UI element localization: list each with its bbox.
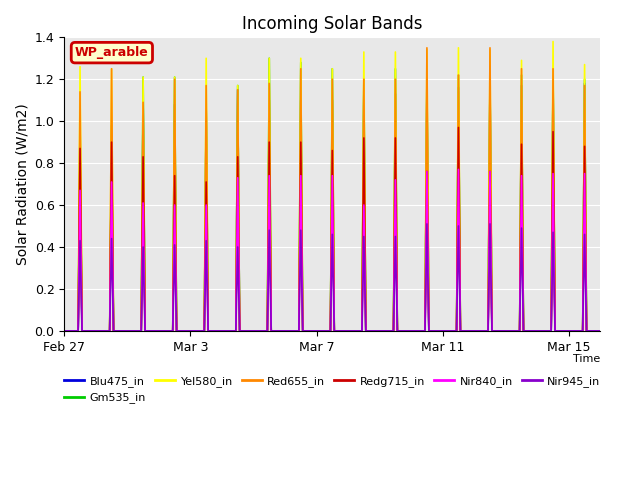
Red655_in xyxy=(60,328,68,334)
Legend: Blu475_in, Gm535_in, Yel580_in, Red655_in, Redg715_in, Nir840_in, Nir945_in: Blu475_in, Gm535_in, Yel580_in, Red655_i… xyxy=(60,372,605,408)
Red655_in xyxy=(113,328,121,334)
Nir840_in xyxy=(500,328,508,334)
Nir945_in xyxy=(113,328,121,334)
Line: Blu475_in: Blu475_in xyxy=(64,81,600,331)
Yel580_in xyxy=(509,328,516,334)
Y-axis label: Solar Radiation (W/m2): Solar Radiation (W/m2) xyxy=(15,103,29,265)
Yel580_in xyxy=(596,328,604,334)
Redg715_in xyxy=(596,328,604,334)
Gm535_in xyxy=(182,328,190,334)
Gm535_in xyxy=(500,328,508,334)
Redg715_in xyxy=(182,328,190,334)
Redg715_in xyxy=(509,328,516,334)
Nir945_in xyxy=(60,328,68,334)
Red655_in xyxy=(509,328,516,334)
Line: Gm535_in: Gm535_in xyxy=(64,58,600,331)
Nir840_in xyxy=(509,328,516,334)
Blu475_in xyxy=(500,328,508,334)
Blu475_in xyxy=(113,328,121,334)
Redg715_in xyxy=(454,125,462,131)
Nir840_in xyxy=(60,328,68,334)
Nir945_in xyxy=(182,328,190,334)
Nir840_in xyxy=(596,328,604,334)
Gm535_in xyxy=(113,328,121,334)
Red655_in xyxy=(138,198,146,204)
Gm535_in xyxy=(509,328,516,334)
Nir840_in xyxy=(113,328,121,334)
Blu475_in xyxy=(596,328,604,334)
Red655_in xyxy=(596,328,604,334)
Line: Red655_in: Red655_in xyxy=(64,48,600,331)
Nir945_in xyxy=(596,328,604,334)
Redg715_in xyxy=(138,229,146,235)
Nir840_in xyxy=(407,328,415,334)
Blu475_in xyxy=(549,78,557,84)
Nir945_in xyxy=(138,280,146,286)
Yel580_in xyxy=(407,328,415,334)
Nir840_in xyxy=(138,255,146,261)
Blu475_in xyxy=(509,328,516,334)
Line: Nir945_in: Nir945_in xyxy=(64,224,600,331)
Nir945_in xyxy=(407,328,415,334)
Redg715_in xyxy=(500,328,508,334)
Nir945_in xyxy=(423,221,431,227)
Title: Incoming Solar Bands: Incoming Solar Bands xyxy=(242,15,422,33)
Text: WP_arable: WP_arable xyxy=(75,46,148,59)
Blu475_in xyxy=(407,328,415,334)
Yel580_in xyxy=(60,328,68,334)
Nir945_in xyxy=(509,328,516,334)
Yel580_in xyxy=(113,328,121,334)
Line: Yel580_in: Yel580_in xyxy=(64,42,600,331)
Nir945_in xyxy=(500,328,508,334)
Red655_in xyxy=(407,328,415,334)
Gm535_in xyxy=(407,328,415,334)
Yel580_in xyxy=(500,328,508,334)
Line: Redg715_in: Redg715_in xyxy=(64,128,600,331)
Text: Time: Time xyxy=(573,354,600,364)
Blu475_in xyxy=(138,197,146,203)
Redg715_in xyxy=(60,328,68,334)
Yel580_in xyxy=(182,328,190,334)
Line: Nir840_in: Nir840_in xyxy=(64,169,600,331)
Blu475_in xyxy=(182,328,190,334)
Red655_in xyxy=(423,45,431,51)
Yel580_in xyxy=(549,39,557,45)
Red655_in xyxy=(500,328,508,334)
Nir840_in xyxy=(454,167,462,172)
Blu475_in xyxy=(60,328,68,334)
Gm535_in xyxy=(138,184,146,190)
Redg715_in xyxy=(407,328,415,334)
Yel580_in xyxy=(138,184,146,190)
Redg715_in xyxy=(113,328,121,334)
Red655_in xyxy=(182,328,190,334)
Nir840_in xyxy=(182,328,190,334)
Gm535_in xyxy=(60,328,68,334)
Gm535_in xyxy=(266,55,273,61)
Gm535_in xyxy=(596,328,604,334)
